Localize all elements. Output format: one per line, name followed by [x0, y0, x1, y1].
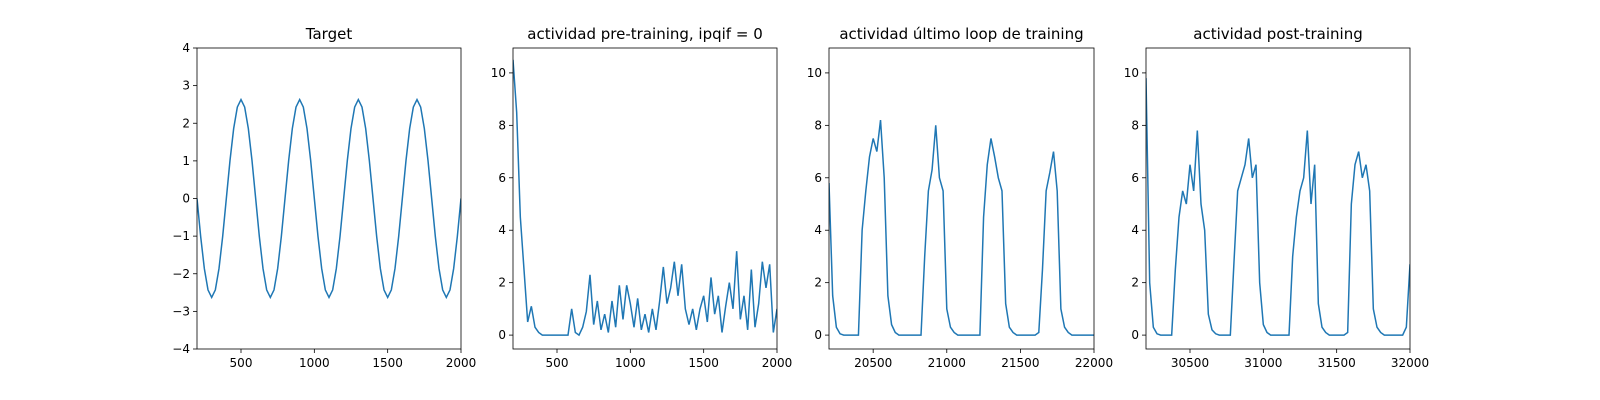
data-line: [197, 97, 461, 300]
y-tick-label: 4: [1131, 223, 1139, 237]
x-tick-label: 31000: [1244, 356, 1282, 370]
y-tick-label: 2: [1131, 276, 1139, 290]
subplot-title: actividad pre-training, ipqif = 0: [527, 25, 763, 43]
x-tick-label: 500: [230, 356, 253, 370]
y-tick-label: 4: [182, 41, 190, 55]
y-tick-label: 8: [814, 118, 822, 132]
x-tick-label: 1000: [615, 356, 646, 370]
plot-area: [1146, 78, 1410, 336]
x-tick-label: 1500: [688, 356, 719, 370]
y-tick-label: 10: [807, 66, 822, 80]
axes-frame: [196, 47, 462, 350]
y-tick-label: −1: [172, 229, 190, 243]
x-tick-label: 22000: [1075, 356, 1113, 370]
subplot-title: actividad último loop de training: [839, 25, 1083, 43]
subplot: actividad post-training 30500 31000 31500 32…: [1124, 25, 1429, 370]
y-tick-label: 10: [1124, 66, 1139, 80]
x-tick-label: 21000: [928, 356, 966, 370]
plot-area: [513, 59, 777, 337]
y-tick-label: 10: [491, 66, 506, 80]
axes-frame: [828, 47, 1095, 350]
y-tick-label: −3: [172, 304, 190, 318]
y-tick-label: 0: [498, 328, 506, 342]
y-tick-label: 0: [814, 328, 822, 342]
x-tick-label: 30500: [1171, 356, 1209, 370]
x-tick-label: 20500: [854, 356, 892, 370]
y-tick-label: 4: [814, 223, 822, 237]
y-tick-label: −2: [172, 267, 190, 281]
x-tick-label: 2000: [446, 356, 477, 370]
y-tick-label: 1: [182, 154, 190, 168]
y-tick-label: 6: [1131, 171, 1139, 185]
subplot: Target 500 1000 1500 2000 −4 −3 −2 −1 0 1 2 3 4: [172, 25, 476, 370]
y-tick-label: 2: [498, 276, 506, 290]
axes-frame: [512, 47, 778, 350]
subplot-title: Target: [305, 25, 353, 43]
x-tick-label: 1000: [299, 356, 330, 370]
subplot: actividad pre-training, ipqif = 0 500 1000…: [491, 25, 793, 370]
y-tick-label: 3: [182, 79, 190, 93]
y-tick-label: 2: [182, 116, 190, 130]
y-tick-label: 6: [814, 171, 822, 185]
x-tick-label: 31500: [1318, 356, 1356, 370]
y-tick-label: 8: [1131, 118, 1139, 132]
y-tick-label: 0: [182, 192, 190, 206]
data-line: [1146, 78, 1410, 336]
y-tick-label: 8: [498, 118, 506, 132]
plot-area: [197, 97, 461, 300]
x-tick-label: 500: [546, 356, 569, 370]
data-line: [829, 120, 1094, 336]
x-tick-label: 32000: [1391, 356, 1429, 370]
y-tick-label: 0: [1131, 328, 1139, 342]
x-tick-label: 1500: [372, 356, 403, 370]
y-tick-label: 2: [814, 276, 822, 290]
x-tick-label: 2000: [762, 356, 793, 370]
subplot-title: actividad post-training: [1193, 25, 1362, 43]
y-tick-label: 6: [498, 171, 506, 185]
data-line: [513, 59, 777, 337]
axes-frame: [1145, 47, 1411, 350]
y-tick-label: 4: [498, 223, 506, 237]
plot-area: [829, 120, 1094, 336]
x-tick-label: 21500: [1001, 356, 1039, 370]
y-tick-label: −4: [172, 342, 190, 356]
